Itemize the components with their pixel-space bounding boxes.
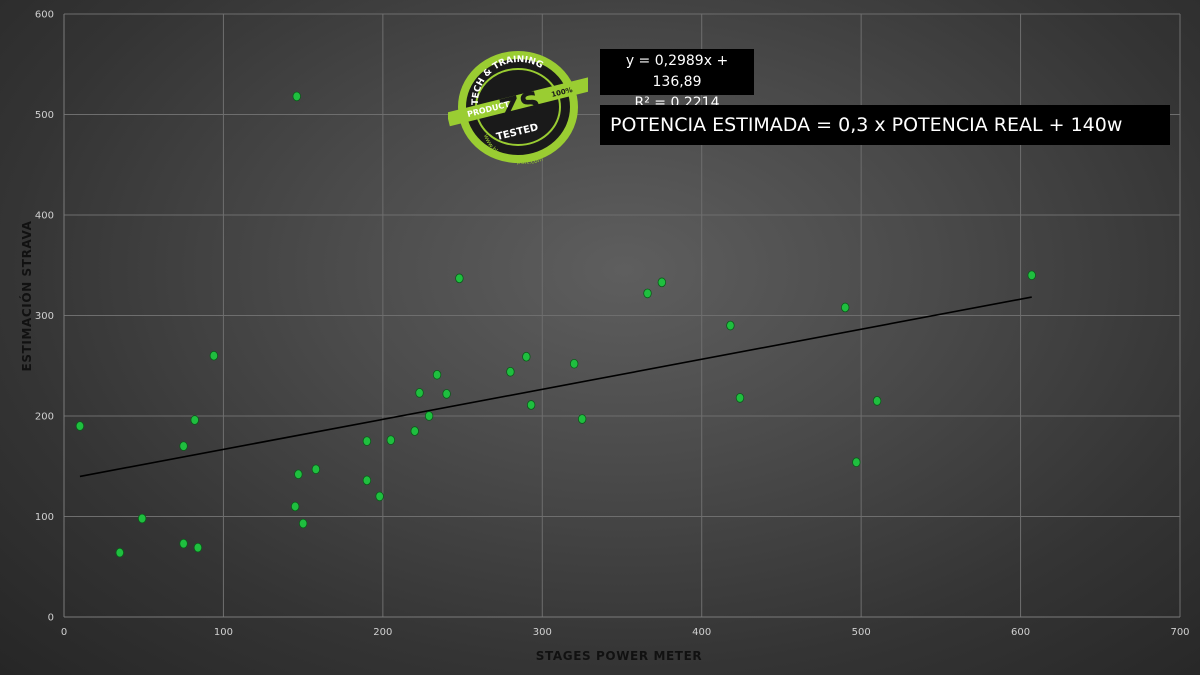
data-point xyxy=(726,320,735,331)
x-tick-label: 0 xyxy=(61,627,67,638)
data-points xyxy=(75,91,1036,558)
data-point xyxy=(375,491,384,502)
data-point xyxy=(455,273,464,284)
x-tick-label: 200 xyxy=(373,627,392,638)
data-point xyxy=(657,277,667,288)
data-point xyxy=(442,389,451,399)
y-tick-label: 200 xyxy=(35,412,54,423)
data-point xyxy=(298,518,308,529)
data-point xyxy=(209,350,219,361)
data-point xyxy=(506,366,515,377)
data-point xyxy=(852,457,861,468)
y-tick-label: 400 xyxy=(35,211,54,222)
y-tick-label: 600 xyxy=(35,10,54,21)
trendline-equation-box: y = 0,2989x + 136,89 R² = 0,2214 xyxy=(600,49,754,111)
x-tick-label: 300 xyxy=(533,627,552,638)
data-point xyxy=(569,358,579,369)
data-point xyxy=(424,411,434,421)
data-point xyxy=(75,421,85,431)
tick-labels: 0 100 200 300 400 500 600 0 100 200 300 400 500 600 70… xyxy=(35,10,1190,639)
trendline-equation: y = 0,2989x + 136,89 xyxy=(625,53,729,90)
data-point xyxy=(386,435,396,445)
y-tick-label: 0 xyxy=(48,613,54,624)
data-point xyxy=(311,464,321,475)
x-axis-title: STAGES POWER METER xyxy=(536,649,702,663)
data-point xyxy=(432,369,442,380)
data-point xyxy=(735,393,745,403)
data-point xyxy=(643,288,652,299)
data-point xyxy=(179,538,188,549)
logo-band xyxy=(446,77,592,127)
axes xyxy=(63,14,1180,618)
data-point xyxy=(362,436,372,446)
data-point xyxy=(526,400,536,410)
data-point xyxy=(294,469,303,480)
data-point xyxy=(1027,270,1036,281)
data-point xyxy=(137,513,147,524)
x-tick-label: 100 xyxy=(214,627,233,638)
data-point xyxy=(115,547,124,558)
data-point xyxy=(179,441,188,451)
y-axis-title: ESTIMACIÓN STRAVA xyxy=(19,220,34,371)
data-point xyxy=(362,475,372,486)
data-point xyxy=(415,388,424,398)
zs-tested-logo: TECH & TRAINING ZS PRODUCT 100% TESTED w… xyxy=(446,45,592,179)
trendline xyxy=(79,296,1032,478)
data-point xyxy=(410,426,419,436)
y-tick-label: 500 xyxy=(35,110,54,121)
x-tick-label: 600 xyxy=(1011,627,1030,638)
data-point xyxy=(190,415,199,425)
data-point xyxy=(872,396,882,406)
data-point xyxy=(522,351,531,362)
formula-banner: POTENCIA ESTIMADA = 0,3 x POTENCIA REAL … xyxy=(600,105,1170,145)
x-tick-label: 700 xyxy=(1170,627,1189,638)
y-tick-label: 100 xyxy=(35,512,54,523)
y-tick-label: 300 xyxy=(35,311,54,322)
data-point xyxy=(193,542,203,553)
data-point xyxy=(841,302,850,313)
data-point xyxy=(577,414,587,424)
x-tick-label: 400 xyxy=(692,627,711,638)
data-point xyxy=(292,91,301,102)
data-point xyxy=(290,501,300,512)
x-tick-label: 500 xyxy=(852,627,871,638)
